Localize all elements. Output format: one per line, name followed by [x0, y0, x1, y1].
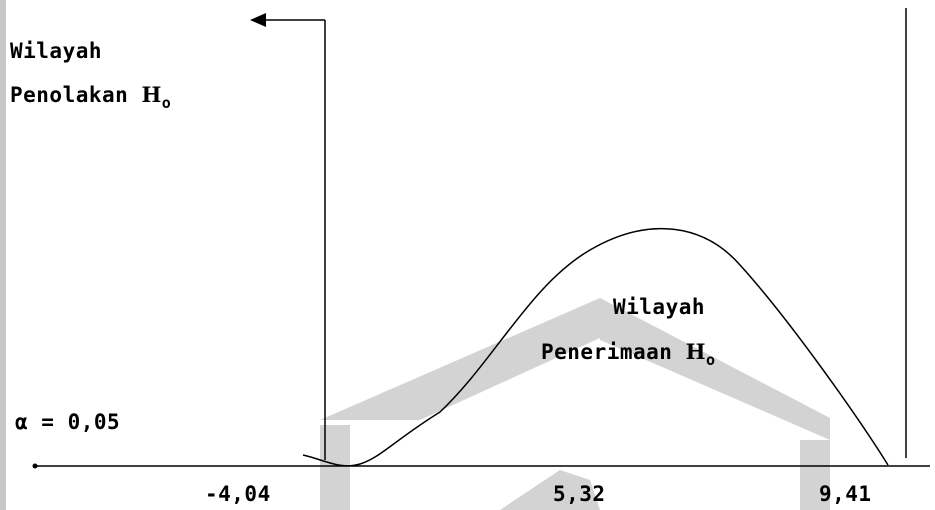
- watermark-roof-left: [320, 298, 600, 420]
- left-edge-bar: [0, 0, 6, 510]
- rejection-h-symbol: H: [141, 82, 162, 107]
- distribution-curve: [302, 227, 889, 467]
- acceptance-region-label-line1: Wilayah: [613, 295, 706, 319]
- rejection-region-label-line1: Wilayah: [10, 39, 103, 63]
- watermark-roof-right: [600, 298, 830, 440]
- rejection-region-label-line2: Penolakan Ho: [10, 82, 171, 111]
- watermark-pillar-right: [800, 440, 830, 510]
- acceptance-region-label-line2: Penerimaan Ho: [541, 339, 715, 368]
- acceptance-h-subscript: o: [705, 351, 716, 369]
- left-arrow-icon: [250, 13, 266, 27]
- axis-origin-dot: [32, 463, 38, 469]
- axis-tick-label: -4,04: [205, 482, 271, 506]
- axis-tick-label: 9,41: [819, 482, 872, 506]
- watermark-center-mark: [500, 470, 600, 510]
- alpha-label: α = 0,05: [15, 410, 121, 434]
- rejection-h-subscript: o: [161, 94, 172, 112]
- rejection-region-word: Penolakan: [10, 83, 129, 107]
- axis-tick-label: 5,32: [553, 482, 606, 506]
- acceptance-region-word: Penerimaan: [541, 340, 673, 364]
- acceptance-h-symbol: H: [685, 339, 706, 364]
